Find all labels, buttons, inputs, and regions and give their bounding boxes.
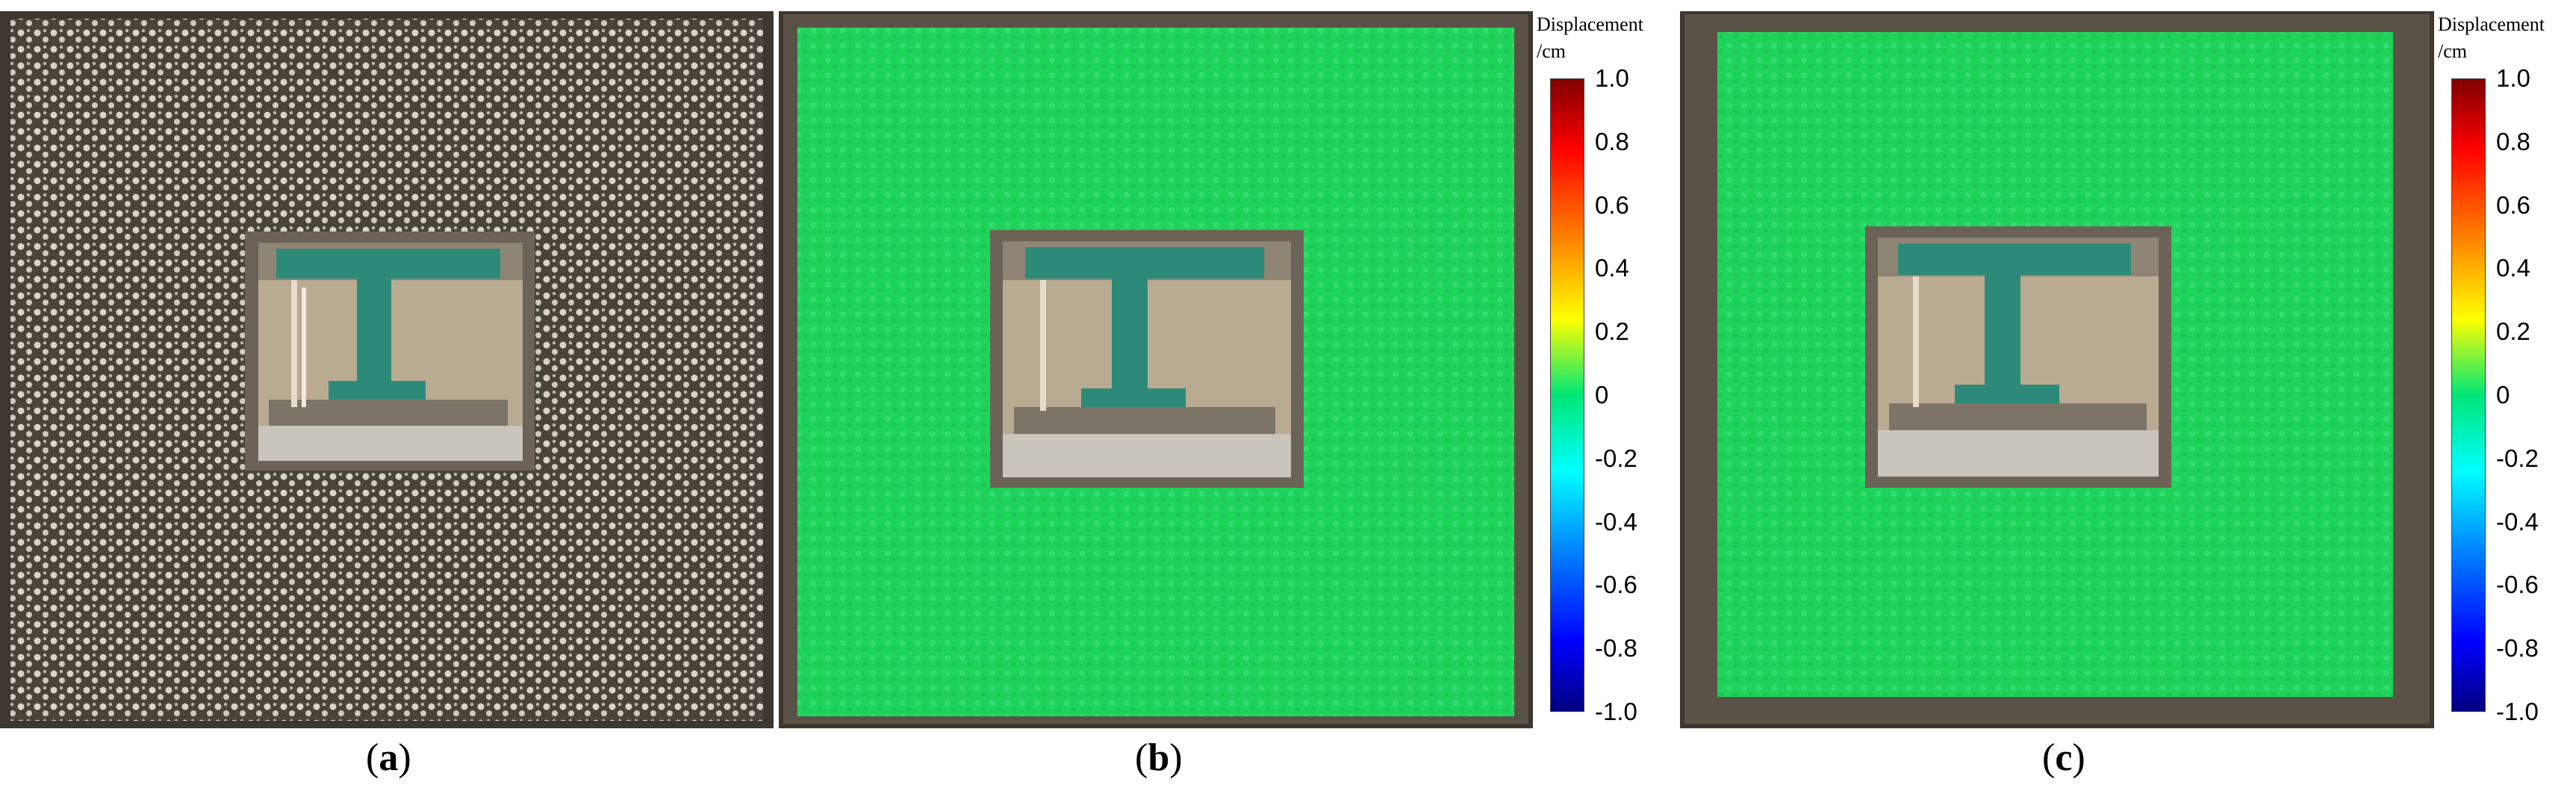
colorbar-tick-label: 0.2 (1595, 317, 1629, 346)
colorbar-tick-label: 0.8 (1595, 127, 1629, 155)
panel-a-photo (0, 11, 774, 728)
colorbar-tick-label: 0 (1595, 381, 1609, 409)
colorbar-tick-label: 1.0 (1595, 64, 1629, 92)
specimen-photo-a (0, 11, 774, 728)
colorbar-tick-label: -0.2 (2496, 444, 2539, 472)
colorbar-ticks: 1.0 0.8 0.6 0.4 0.2 0 -0.2 -0.4 -0.6 -0.8 -1.0 (1595, 65, 1677, 725)
colorbar-ticks: 1.0 0.8 0.6 0.4 0.2 0 -0.2 -0.4 -0.6 -0.8 -1.0 (2496, 65, 2576, 725)
opening-c (1865, 226, 2171, 488)
colorbar-tick-label: 0.4 (2496, 254, 2530, 282)
colorbar-title: Displacement /cm (2438, 11, 2576, 65)
panel-b-displacement (779, 11, 1533, 728)
opening-b (990, 230, 1304, 488)
panel-c-displacement (1680, 11, 2434, 728)
colorbar-tick-label: 0.6 (1595, 190, 1629, 219)
caption-a: (a) (366, 737, 411, 779)
colorbar-tick-label: -0.4 (2496, 507, 2539, 536)
colorbar-tick-label: 0.2 (2496, 317, 2530, 346)
colorbar-tick-label: 1.0 (2496, 64, 2530, 92)
colorbar-tick-label: 0.8 (2496, 127, 2530, 155)
opening-a (245, 232, 535, 471)
colorbar-tick-label: -0.2 (1595, 444, 1637, 472)
colorbar-tick-label: -1.0 (1595, 698, 1637, 725)
colorbar-tick-label: 0 (2496, 381, 2510, 409)
colorbar-tick-label: -0.8 (2496, 634, 2539, 663)
colorbar-title-unit: /cm (1537, 40, 1566, 62)
colorbar-tick-label: -0.6 (1595, 571, 1637, 599)
colorbar-title-unit: /cm (2438, 40, 2467, 62)
caption-b: (b) (1135, 737, 1183, 779)
colorbar-b: Displacement /cm 1.0 0.8 0.6 0.4 0.2 0 -0.2 -0.… (1537, 11, 1680, 736)
colorbar-tick-label: -0.4 (1595, 507, 1637, 536)
colorbar-gradient (1550, 78, 1584, 712)
colorbar-tick-label: -0.6 (2496, 571, 2539, 599)
colorbar-tick-label: -0.8 (1595, 634, 1637, 663)
displacement-field-b (779, 11, 1533, 728)
colorbar-c: Displacement /cm 1.0 0.8 0.6 0.4 0.2 0 -0.2 -0.… (2438, 11, 2576, 736)
colorbar-tick-label: -1.0 (2496, 698, 2539, 725)
colorbar-title-line1: Displacement (1537, 13, 1643, 35)
colorbar-tick-label: 0.6 (2496, 190, 2530, 219)
displacement-field-c (1680, 11, 2434, 728)
colorbar-title: Displacement /cm (1537, 11, 1679, 65)
colorbar-tick-label: 0.4 (1595, 254, 1629, 282)
colorbar-title-line1: Displacement (2438, 13, 2545, 35)
colorbar-gradient (2451, 78, 2486, 712)
caption-c: (c) (2042, 737, 2085, 779)
